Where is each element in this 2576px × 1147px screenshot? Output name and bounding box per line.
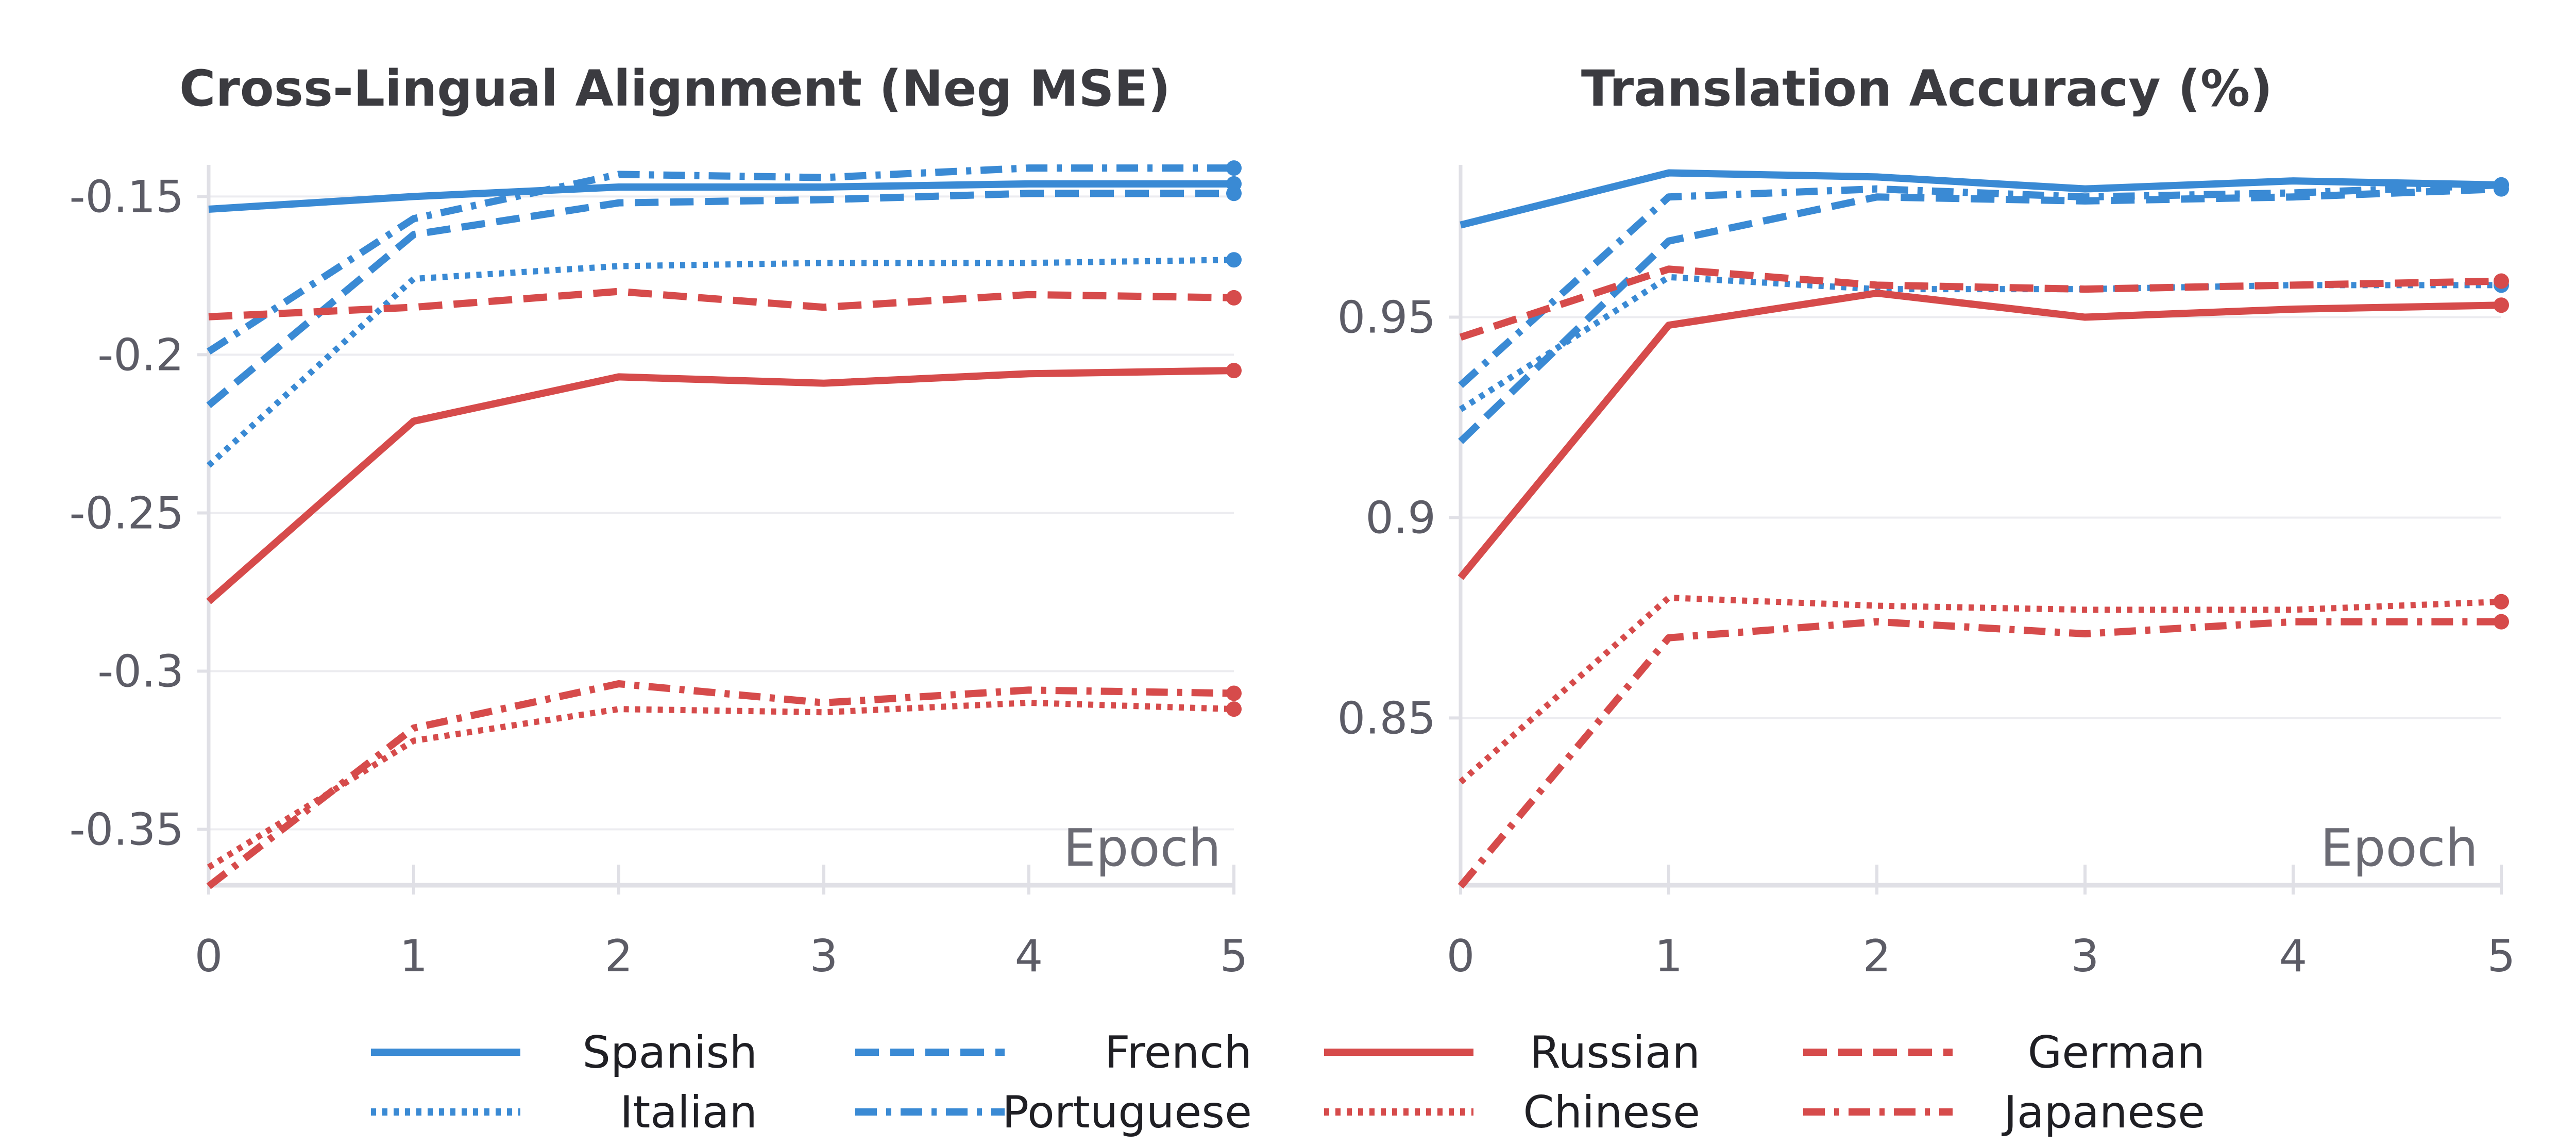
series-line-russian	[206, 367, 1234, 604]
series-line-japanese	[206, 680, 1234, 889]
series-endpoint-german	[2494, 273, 2509, 289]
y-axis-ticks: 0.95 0.9 0.85	[1337, 292, 1436, 745]
series-line-russian	[1458, 289, 2502, 580]
x-tick-label: 3	[2071, 931, 2099, 982]
y-axis-ticks: -0.15 -0.2 -0.25 -0.3 -0.35	[69, 171, 184, 855]
legend: Spanish French Russian German Italian Portugu…	[371, 1027, 2205, 1138]
legend-label: Chinese	[1523, 1087, 1700, 1138]
series-line-german	[1459, 265, 2502, 341]
legend-item-spanish: Spanish	[371, 1027, 757, 1078]
series-endpoint-russian	[2494, 297, 2509, 313]
y-tick-label: 0.9	[1365, 492, 1436, 544]
legend-label: Russian	[1530, 1027, 1700, 1078]
series-line-french	[1458, 185, 2502, 444]
legend-label: Italian	[620, 1087, 757, 1138]
legend-item-french: French	[855, 1027, 1252, 1078]
x-tick-label: 4	[1015, 931, 1043, 982]
x-tick-label: 1	[400, 931, 428, 982]
chart-title: Cross-Lingual Alignment (Neg MSE)	[179, 60, 1171, 117]
x-axis-ticks: 0 1 2 3 4 5	[195, 931, 1248, 982]
legend-item-chinese: Chinese	[1324, 1087, 1700, 1138]
x-tick-label: 4	[2279, 931, 2308, 982]
accuracy-panel: Translation Accuracy (%) 0.95 0.9 0.85 0 1 2…	[1337, 60, 2516, 982]
legend-label: French	[1105, 1027, 1252, 1078]
series-group	[1458, 169, 2509, 889]
x-tick-label: 2	[1863, 931, 1891, 982]
y-tick-label: -0.3	[97, 646, 184, 697]
x-axis-ticks: 0 1 2 3 4 5	[1447, 931, 2516, 982]
series-line-portuguese	[207, 164, 1234, 355]
series-line-german	[208, 288, 1234, 321]
series-endpoint-portuguese	[1226, 160, 1242, 176]
chart-title: Translation Accuracy (%)	[1581, 60, 2273, 117]
legend-label: Spanish	[582, 1027, 757, 1078]
series-line-italian	[206, 257, 1234, 468]
axes	[197, 165, 1235, 895]
series-endpoint-japanese	[2494, 614, 2509, 630]
series-endpoint-chinese	[2494, 594, 2509, 610]
x-tick-label: 1	[1655, 931, 1683, 982]
axes	[1449, 165, 2503, 895]
series-endpoint-chinese	[1226, 701, 1242, 717]
x-axis-label: Epoch	[1063, 818, 1221, 878]
legend-label: Japanese	[2002, 1087, 2206, 1138]
x-tick-label: 3	[810, 931, 838, 982]
y-tick-label: 0.95	[1337, 292, 1436, 344]
series-endpoint-japanese	[1226, 685, 1242, 701]
y-tick-label: 0.85	[1337, 693, 1436, 744]
series-line-spanish	[208, 180, 1234, 213]
legend-item-italian: Italian	[371, 1087, 757, 1138]
series-line-portuguese	[1458, 181, 2502, 388]
series-line-spanish	[1460, 169, 2502, 229]
y-tick-label: -0.25	[69, 487, 184, 539]
x-tick-label: 2	[605, 931, 633, 982]
series-endpoint-french	[1226, 185, 1242, 201]
series-endpoint-italian	[1226, 252, 1242, 268]
y-tick-label: -0.15	[69, 171, 184, 223]
legend-item-japanese: Japanese	[1803, 1087, 2205, 1138]
x-tick-label: 5	[2487, 931, 2516, 982]
y-tick-label: -0.35	[69, 804, 184, 855]
x-tick-label: 0	[1447, 931, 1475, 982]
grid	[209, 195, 1234, 831]
grid	[1461, 316, 2501, 719]
legend-item-russian: Russian	[1324, 1027, 1700, 1078]
series-line-chinese	[1459, 595, 2502, 785]
x-tick-label: 5	[1220, 931, 1248, 982]
legend-item-german: German	[1803, 1027, 2205, 1078]
series-endpoint-portuguese	[2494, 177, 2509, 193]
alignment-panel: Cross-Lingual Alignment (Neg MSE) -0.15-…	[69, 60, 1248, 982]
x-axis-label: Epoch	[2320, 818, 2478, 878]
series-endpoint-russian	[1226, 363, 1242, 379]
legend-label: German	[2028, 1027, 2205, 1078]
legend-item-portuguese: Portuguese	[855, 1087, 1252, 1138]
series-endpoint-german	[1226, 290, 1242, 306]
y-tick-label: -0.2	[97, 329, 184, 381]
series-group	[206, 160, 1242, 889]
legend-label: Portuguese	[1002, 1087, 1252, 1138]
x-tick-label: 0	[195, 931, 223, 982]
series-line-french	[206, 190, 1234, 409]
series-line-japanese	[1458, 618, 2501, 889]
